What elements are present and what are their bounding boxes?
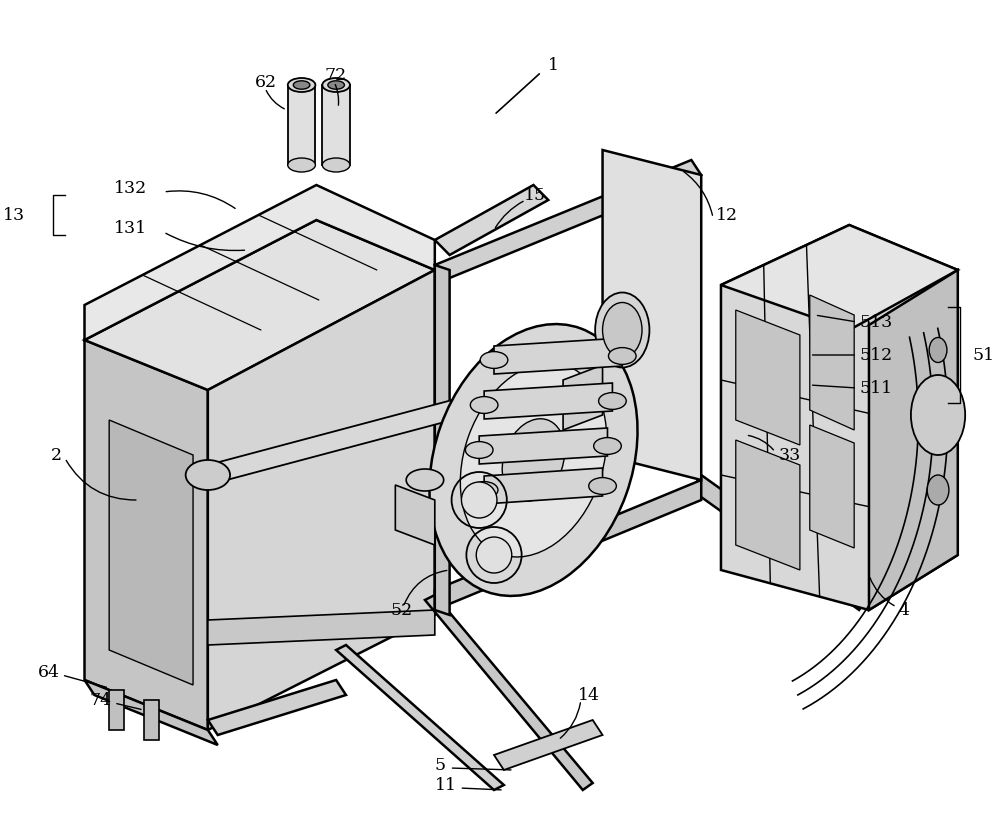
- Text: 511: 511: [859, 379, 892, 397]
- Polygon shape: [85, 220, 435, 390]
- Polygon shape: [435, 160, 701, 280]
- Ellipse shape: [927, 475, 949, 505]
- Text: 64: 64: [38, 663, 60, 681]
- Text: 13: 13: [3, 207, 25, 223]
- Polygon shape: [435, 480, 701, 610]
- Text: 72: 72: [324, 67, 347, 84]
- Text: 52: 52: [390, 602, 413, 618]
- Polygon shape: [85, 340, 208, 730]
- Polygon shape: [208, 610, 435, 645]
- Polygon shape: [869, 270, 958, 610]
- Ellipse shape: [470, 482, 498, 498]
- Text: 62: 62: [255, 74, 277, 90]
- Ellipse shape: [293, 80, 310, 89]
- Polygon shape: [288, 85, 315, 165]
- Text: 513: 513: [859, 314, 892, 331]
- Ellipse shape: [460, 363, 607, 557]
- Text: 51: 51: [973, 346, 995, 364]
- Polygon shape: [435, 185, 548, 255]
- Polygon shape: [322, 85, 350, 165]
- Circle shape: [461, 482, 497, 518]
- Polygon shape: [494, 338, 622, 374]
- Ellipse shape: [288, 158, 315, 172]
- Polygon shape: [395, 485, 435, 545]
- Polygon shape: [484, 383, 612, 419]
- Text: 132: 132: [114, 180, 147, 196]
- Text: 4: 4: [899, 602, 910, 618]
- Text: 33: 33: [778, 447, 800, 464]
- Polygon shape: [208, 360, 603, 485]
- Polygon shape: [144, 700, 159, 740]
- Polygon shape: [736, 310, 800, 445]
- Polygon shape: [85, 185, 435, 340]
- Ellipse shape: [589, 478, 616, 494]
- Ellipse shape: [186, 460, 230, 490]
- Ellipse shape: [429, 324, 638, 596]
- Text: 74: 74: [89, 691, 112, 709]
- Polygon shape: [435, 265, 450, 615]
- Ellipse shape: [911, 375, 965, 455]
- Polygon shape: [721, 225, 958, 330]
- Ellipse shape: [470, 397, 498, 414]
- Text: 12: 12: [716, 207, 738, 223]
- Polygon shape: [810, 295, 854, 430]
- Ellipse shape: [322, 78, 350, 92]
- Polygon shape: [479, 428, 607, 464]
- Text: 5: 5: [435, 756, 446, 773]
- Circle shape: [476, 537, 512, 573]
- Polygon shape: [208, 680, 346, 735]
- Polygon shape: [336, 645, 504, 790]
- Polygon shape: [208, 270, 435, 730]
- Text: 131: 131: [114, 219, 147, 236]
- Ellipse shape: [328, 80, 344, 89]
- Text: 512: 512: [859, 346, 892, 364]
- Ellipse shape: [480, 351, 508, 369]
- Ellipse shape: [322, 158, 350, 172]
- Text: 11: 11: [435, 777, 457, 794]
- Polygon shape: [721, 225, 958, 610]
- Ellipse shape: [599, 392, 626, 410]
- Ellipse shape: [288, 78, 315, 92]
- Text: 14: 14: [578, 686, 600, 704]
- Polygon shape: [494, 720, 603, 770]
- Polygon shape: [85, 680, 218, 745]
- Text: 2: 2: [51, 447, 62, 464]
- Polygon shape: [563, 365, 603, 430]
- Polygon shape: [603, 150, 701, 480]
- Text: 1: 1: [548, 57, 559, 74]
- Ellipse shape: [603, 302, 642, 357]
- Ellipse shape: [406, 469, 444, 491]
- Text: 15: 15: [524, 186, 546, 204]
- Ellipse shape: [594, 438, 621, 454]
- Polygon shape: [425, 595, 593, 790]
- Ellipse shape: [595, 292, 649, 368]
- Ellipse shape: [929, 337, 947, 363]
- Ellipse shape: [502, 419, 565, 502]
- Ellipse shape: [608, 347, 636, 365]
- Polygon shape: [109, 690, 124, 730]
- Polygon shape: [736, 440, 800, 570]
- Polygon shape: [691, 475, 869, 610]
- Polygon shape: [810, 425, 854, 548]
- Ellipse shape: [465, 442, 493, 458]
- Polygon shape: [109, 420, 193, 685]
- Polygon shape: [484, 468, 603, 504]
